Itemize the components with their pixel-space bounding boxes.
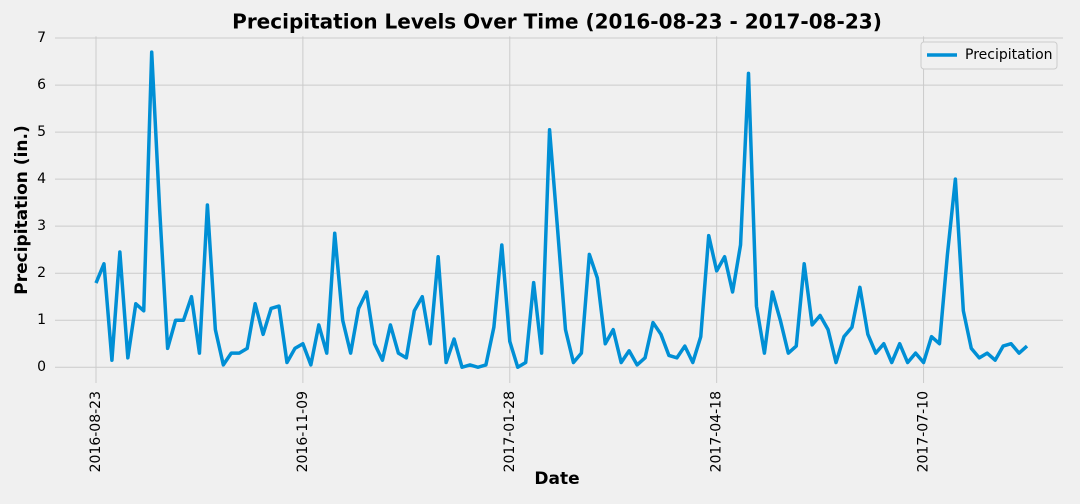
x-tick-label: 2016-08-23 xyxy=(88,391,104,472)
y-tick-label: 4 xyxy=(37,171,46,187)
legend: Precipitation xyxy=(920,41,1058,70)
legend-box xyxy=(920,41,1058,70)
x-tick-label: 2016-11-09 xyxy=(295,391,311,472)
y-tick-label: 5 xyxy=(37,124,46,140)
legend-label: Precipitation xyxy=(965,47,1053,63)
y-tick-label: 1 xyxy=(37,312,46,328)
y-axis-label: Precipitation (in.) xyxy=(12,125,32,294)
data-line xyxy=(94,50,1029,369)
y-tick-label: 3 xyxy=(37,218,46,234)
x-tick-label: 2017-04-18 xyxy=(709,391,725,472)
x-tick-label: 2017-01-28 xyxy=(502,391,518,472)
y-tick-label: 6 xyxy=(37,77,46,93)
y-tick-label: 0 xyxy=(37,359,46,375)
x-axis-label: Date xyxy=(534,469,579,489)
y-tick-label: 7 xyxy=(37,30,46,46)
x-tick-label: 2017-07-10 xyxy=(916,391,932,472)
y-tick-label: 2 xyxy=(37,265,46,281)
chart-title: Precipitation Levels Over Time (2016-08-… xyxy=(232,10,882,34)
